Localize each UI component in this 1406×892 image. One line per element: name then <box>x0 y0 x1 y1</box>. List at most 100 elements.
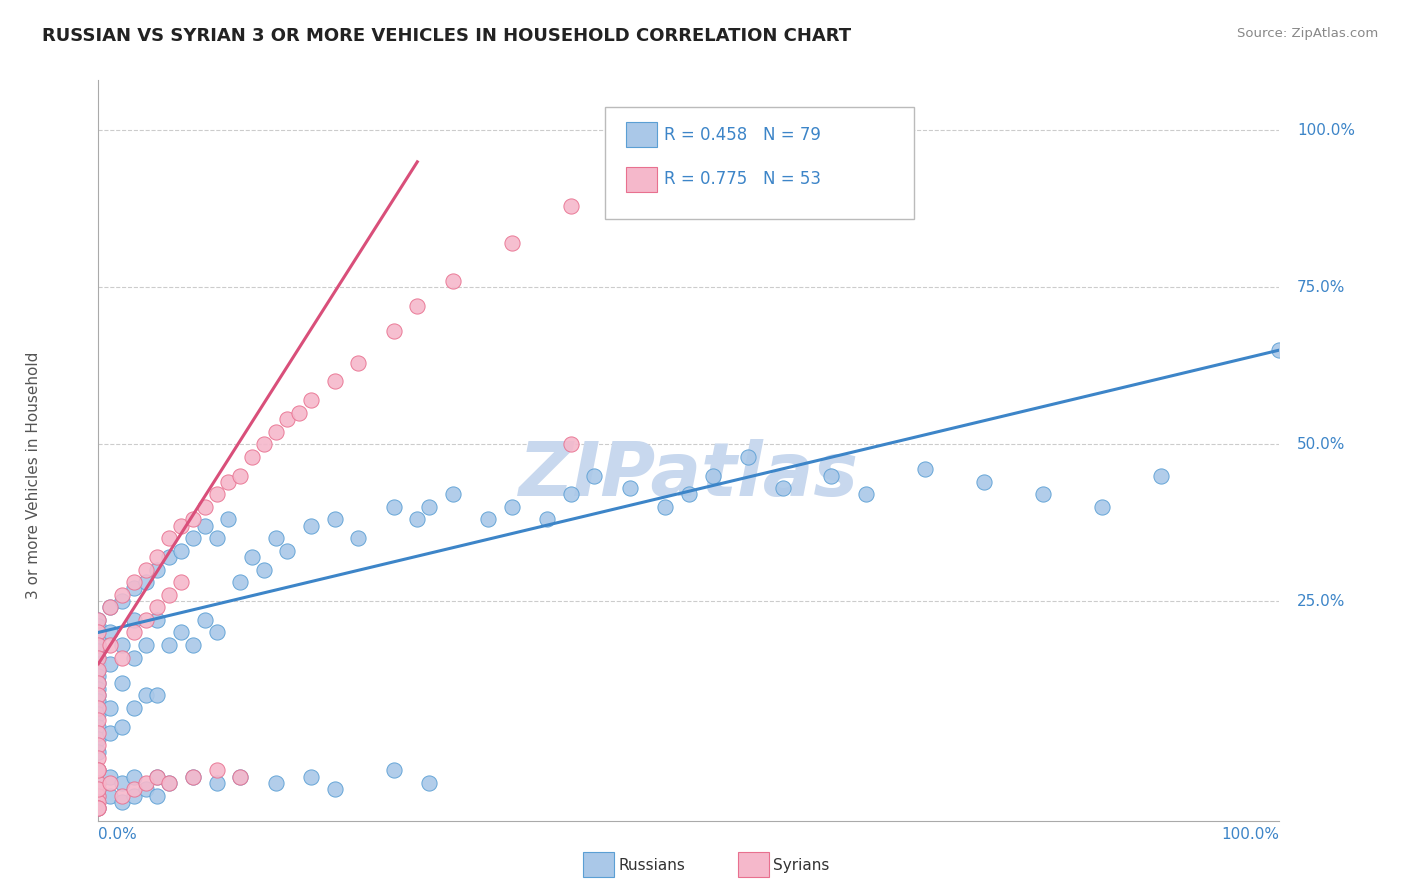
Point <box>87 751 110 765</box>
Point <box>229 468 252 483</box>
Point <box>87 764 110 778</box>
Point <box>87 801 110 815</box>
Point <box>87 776 110 790</box>
Point <box>87 745 110 759</box>
Point <box>146 550 169 565</box>
Point <box>87 688 110 702</box>
Point <box>122 613 145 627</box>
Point <box>135 638 157 652</box>
Point <box>264 776 287 790</box>
Point <box>678 487 700 501</box>
Point <box>276 412 298 426</box>
Point <box>560 199 582 213</box>
Point <box>194 518 217 533</box>
Point <box>87 675 110 690</box>
Point <box>737 142 759 156</box>
Point <box>323 512 346 526</box>
Point <box>87 789 110 803</box>
Point <box>98 625 121 640</box>
Point <box>157 531 180 545</box>
Text: Russians: Russians <box>619 858 686 872</box>
Point <box>87 700 110 714</box>
Point <box>382 500 405 514</box>
Point <box>973 475 995 489</box>
Point <box>501 500 523 514</box>
Point <box>299 393 322 408</box>
Point <box>157 550 180 565</box>
Point <box>87 795 110 809</box>
Point <box>737 450 759 464</box>
Text: 3 or more Vehicles in Household: 3 or more Vehicles in Household <box>25 351 41 599</box>
Point <box>501 236 523 251</box>
Point <box>382 764 405 778</box>
Point <box>855 487 877 501</box>
Point <box>122 700 145 714</box>
Point <box>194 613 217 627</box>
Point <box>418 776 440 790</box>
Point <box>441 274 464 288</box>
Point <box>382 324 405 338</box>
Point <box>205 625 228 640</box>
Point <box>678 154 700 169</box>
Text: Syrians: Syrians <box>773 858 830 872</box>
Point <box>87 713 110 727</box>
Point <box>98 600 121 615</box>
Text: ZIPatlas: ZIPatlas <box>519 439 859 512</box>
Point <box>240 450 263 464</box>
Point <box>157 638 180 652</box>
Point <box>87 613 110 627</box>
Point <box>772 481 794 495</box>
Point <box>406 512 429 526</box>
Point <box>654 500 676 514</box>
Point <box>111 650 134 665</box>
Point <box>146 600 169 615</box>
Point <box>170 544 193 558</box>
Point <box>87 644 110 658</box>
Point <box>217 512 239 526</box>
Point <box>1091 500 1114 514</box>
Point <box>122 625 145 640</box>
Point <box>111 776 134 790</box>
Text: 100.0%: 100.0% <box>1222 827 1279 842</box>
Text: Source: ZipAtlas.com: Source: ZipAtlas.com <box>1237 27 1378 40</box>
Point <box>135 613 157 627</box>
Point <box>181 531 204 545</box>
Point <box>181 638 204 652</box>
Point <box>264 531 287 545</box>
Point <box>135 563 157 577</box>
Point <box>146 563 169 577</box>
Point <box>264 425 287 439</box>
Point <box>87 657 110 671</box>
Point <box>194 500 217 514</box>
Text: 100.0%: 100.0% <box>1298 123 1355 138</box>
Point <box>87 625 110 640</box>
Text: 50.0%: 50.0% <box>1298 437 1346 451</box>
Point <box>87 789 110 803</box>
Point <box>205 487 228 501</box>
Point <box>347 356 370 370</box>
Point <box>98 600 121 615</box>
Point <box>111 675 134 690</box>
Point <box>299 770 322 784</box>
Point <box>87 681 110 696</box>
Point <box>205 776 228 790</box>
Point <box>87 801 110 815</box>
Point <box>111 638 134 652</box>
Point <box>87 688 110 702</box>
Text: 25.0%: 25.0% <box>1298 593 1346 608</box>
Text: 75.0%: 75.0% <box>1298 280 1346 295</box>
Point <box>157 776 180 790</box>
Point <box>299 518 322 533</box>
Point <box>583 468 606 483</box>
Point <box>418 500 440 514</box>
Point <box>146 613 169 627</box>
Point <box>87 638 110 652</box>
Point <box>87 739 110 753</box>
Point <box>253 563 276 577</box>
Point <box>560 487 582 501</box>
Point <box>560 437 582 451</box>
Text: R = 0.775   N = 53: R = 0.775 N = 53 <box>664 170 821 188</box>
Text: R = 0.458   N = 79: R = 0.458 N = 79 <box>664 126 821 144</box>
Point <box>146 770 169 784</box>
Point <box>170 625 193 640</box>
